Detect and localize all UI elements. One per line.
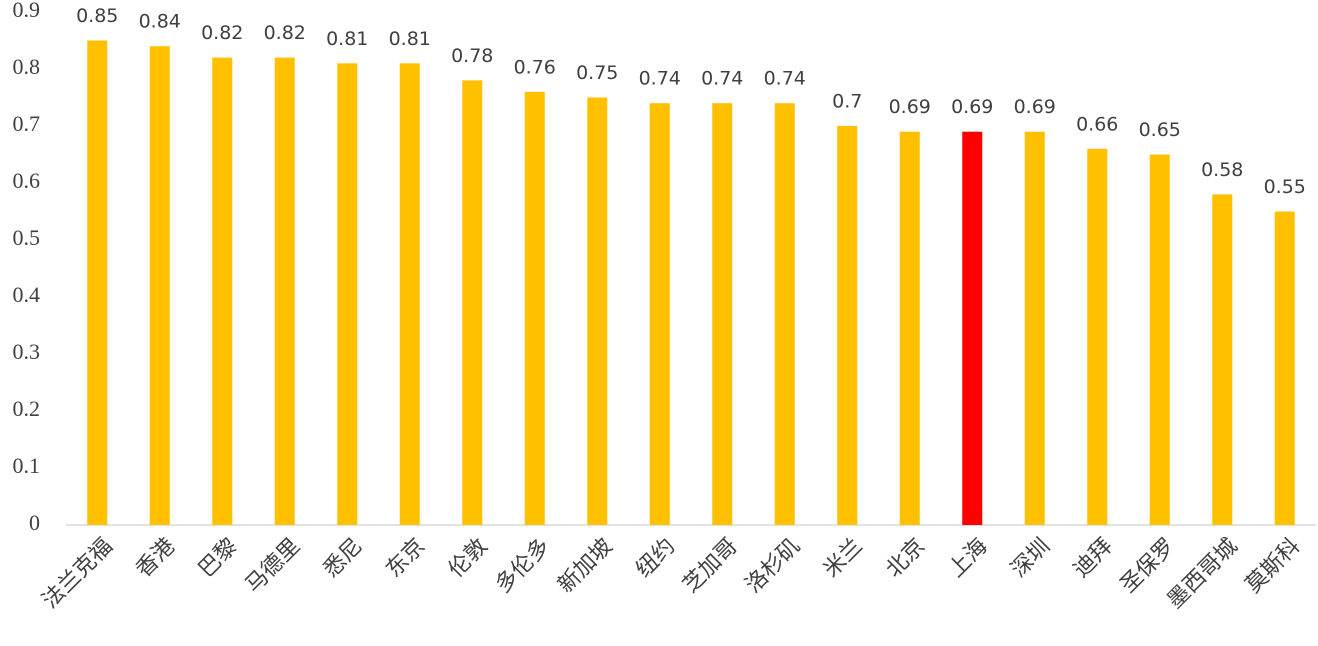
value-label: 0.7 bbox=[832, 91, 862, 113]
x-tick-label: 马德里 bbox=[241, 534, 305, 598]
bar bbox=[837, 126, 858, 525]
value-label: 0.69 bbox=[1014, 96, 1056, 118]
x-tick-label: 伦敦 bbox=[444, 534, 493, 583]
x-tick-label: 法兰克福 bbox=[38, 534, 118, 614]
value-label: 0.82 bbox=[264, 22, 306, 44]
bar bbox=[587, 97, 608, 525]
x-tick-label: 纽约 bbox=[631, 534, 680, 583]
y-tick-label: 0.9 bbox=[13, 0, 41, 22]
bar bbox=[337, 63, 358, 526]
value-label: 0.81 bbox=[389, 28, 431, 50]
bar bbox=[1212, 194, 1233, 525]
bar bbox=[1024, 131, 1045, 525]
bar bbox=[899, 131, 920, 525]
bar bbox=[524, 91, 545, 526]
x-tick-label: 米兰 bbox=[819, 534, 868, 583]
x-tick-label: 上海 bbox=[944, 534, 993, 583]
value-label: 0.84 bbox=[139, 11, 181, 33]
y-tick-label: 0.5 bbox=[13, 225, 41, 250]
bar bbox=[1087, 148, 1108, 526]
bar bbox=[649, 103, 670, 525]
x-tick-label: 巴黎 bbox=[194, 534, 243, 583]
value-label: 0.81 bbox=[326, 28, 368, 50]
x-tick-label: 悉尼 bbox=[319, 534, 368, 583]
x-tick-label: 东京 bbox=[381, 534, 430, 583]
bar bbox=[149, 46, 170, 525]
bar bbox=[212, 57, 233, 525]
bar bbox=[1149, 154, 1170, 525]
value-label: 0.75 bbox=[576, 62, 618, 84]
bar bbox=[87, 40, 108, 525]
value-label: 0.74 bbox=[764, 68, 806, 90]
x-tick-label: 深圳 bbox=[1006, 534, 1055, 583]
value-label: 0.74 bbox=[639, 68, 681, 90]
value-label: 0.69 bbox=[951, 96, 993, 118]
bar bbox=[712, 103, 733, 525]
value-label: 0.55 bbox=[1264, 176, 1306, 198]
value-label: 0.74 bbox=[701, 68, 743, 90]
x-tick-label: 多伦多 bbox=[491, 534, 555, 598]
bar bbox=[962, 131, 983, 525]
value-label: 0.65 bbox=[1139, 119, 1181, 141]
x-tick-label: 洛杉矶 bbox=[741, 534, 805, 598]
value-label: 0.85 bbox=[76, 5, 118, 27]
value-label: 0.58 bbox=[1201, 159, 1243, 181]
bar bbox=[462, 80, 483, 526]
bar bbox=[274, 57, 295, 525]
bar bbox=[774, 103, 795, 525]
y-tick-label: 0.7 bbox=[13, 111, 41, 136]
x-tick-label: 墨西哥城 bbox=[1163, 534, 1243, 614]
y-tick-label: 0.2 bbox=[13, 396, 41, 421]
value-label: 0.78 bbox=[451, 45, 493, 67]
x-tick-label: 北京 bbox=[881, 534, 930, 583]
y-tick-label: 0 bbox=[29, 510, 40, 535]
bar bbox=[399, 63, 420, 526]
x-tick-label: 香港 bbox=[131, 534, 180, 583]
bar bbox=[1274, 211, 1295, 525]
value-label: 0.82 bbox=[201, 22, 243, 44]
y-tick-label: 0.1 bbox=[13, 453, 41, 478]
y-tick-label: 0.3 bbox=[13, 339, 41, 364]
x-tick-label: 迪拜 bbox=[1069, 534, 1118, 583]
value-label: 0.76 bbox=[514, 56, 556, 78]
y-tick-label: 0.4 bbox=[13, 282, 41, 307]
y-tick-label: 0.6 bbox=[13, 168, 41, 193]
value-label: 0.66 bbox=[1076, 113, 1118, 135]
y-tick-label: 0.8 bbox=[13, 54, 41, 79]
value-label: 0.69 bbox=[889, 96, 931, 118]
x-tick-label: 新加坡 bbox=[553, 534, 617, 598]
x-tick-label: 芝加哥 bbox=[678, 534, 742, 598]
x-tick-label: 莫斯科 bbox=[1241, 534, 1305, 598]
